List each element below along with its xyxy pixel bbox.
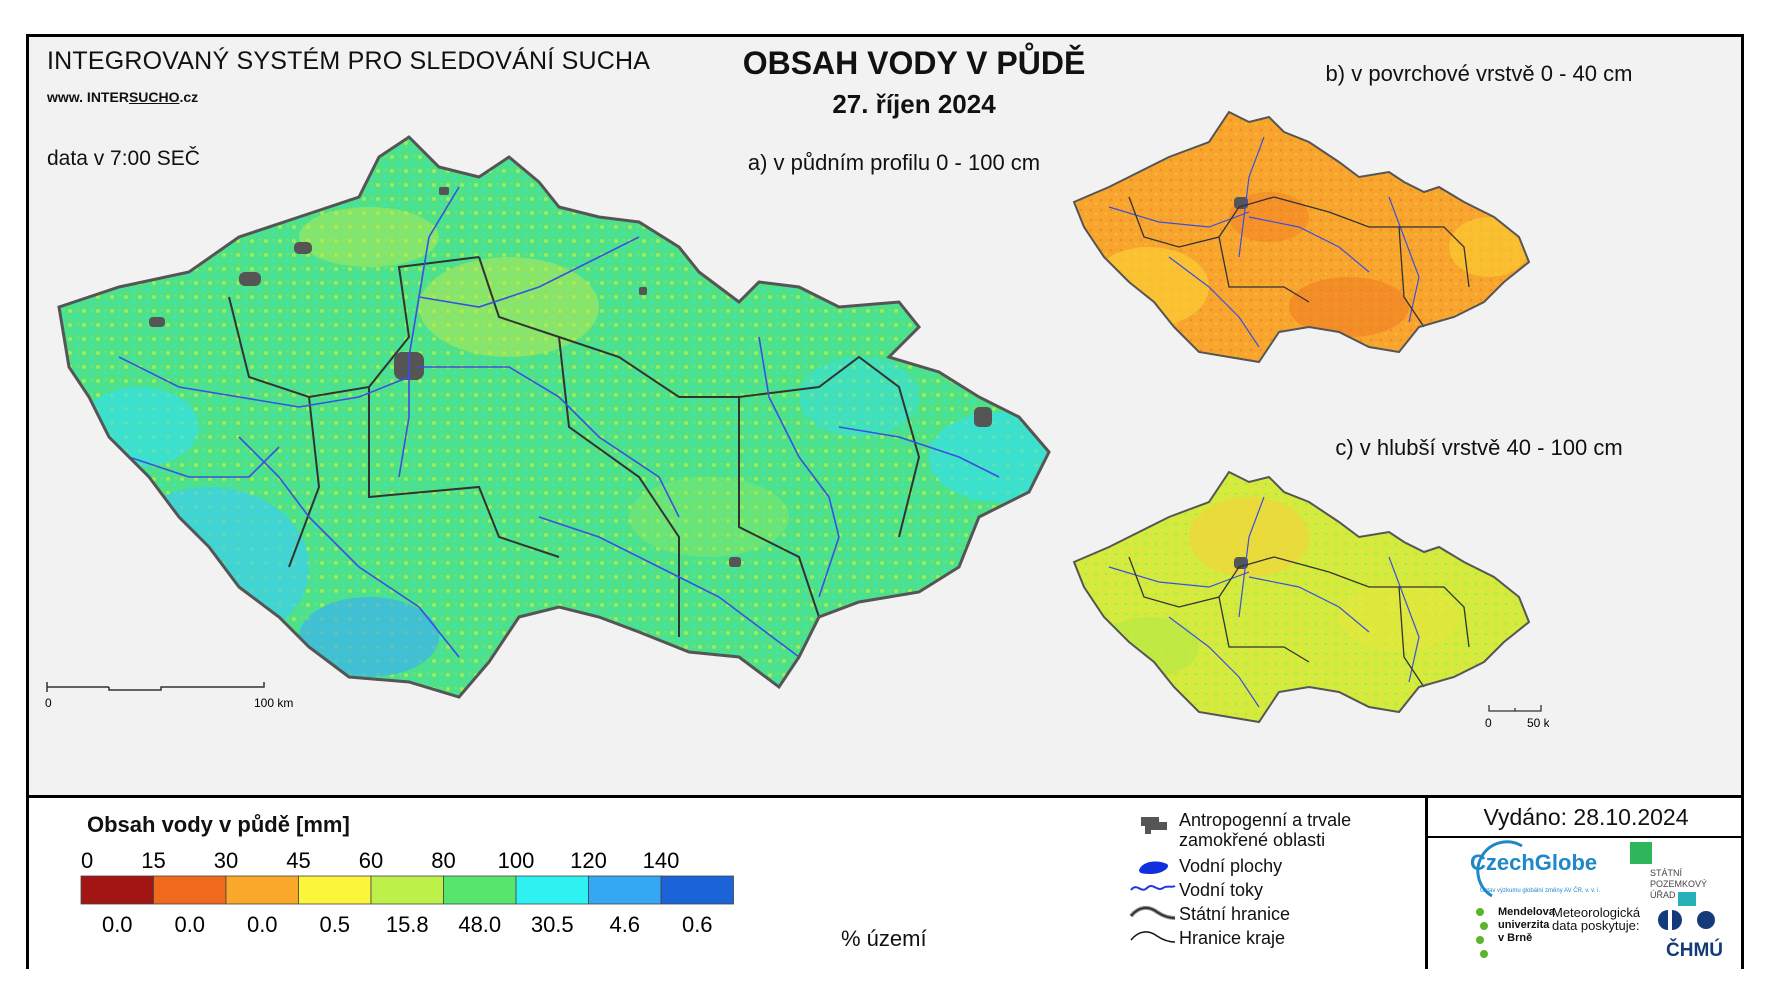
state-border-icon (1129, 905, 1176, 920)
czechglobe-subtitle: Ústav výzkumu globální změny AV ČR, v. v… (1480, 888, 1601, 894)
website-link[interactable]: www. INTERSUCHO.cz (47, 89, 198, 105)
map-b (1073, 111, 1530, 363)
website-underlined: SUCHO (128, 89, 180, 105)
meteo-note: Meteorologická data poskytuje: (1552, 905, 1641, 933)
scale-threshold: 100 (498, 848, 535, 873)
scale-class-5 (443, 875, 517, 905)
divider (29, 795, 1741, 798)
scale-class-1 (153, 875, 227, 905)
scale-class-2 (225, 875, 299, 905)
data-time: data v 7:00 SEČ (47, 147, 200, 170)
legend-state-border: Státní hranice (1179, 904, 1291, 924)
scale-a-end: 100 km (254, 696, 293, 710)
legend-title: Obsah vody v půdě [mm] (87, 812, 350, 837)
legend-rivers: Vodní toky (1179, 880, 1264, 900)
issued-date: Vydáno: 28.10.2024 (1428, 798, 1744, 838)
scale-class-4 (370, 875, 444, 905)
percent-unit: % území (841, 926, 927, 951)
scale-percentage: 0.0 (247, 912, 278, 937)
legend-water-bodies: Vodní plochy (1179, 856, 1283, 876)
scale-small-start: 0 (1485, 716, 1492, 730)
scale-threshold: 120 (570, 848, 607, 873)
scale-threshold: 45 (286, 848, 310, 873)
region-border-icon (1130, 931, 1176, 943)
website-suffix: .cz (179, 89, 199, 105)
scale-threshold: 140 (643, 848, 680, 873)
legend-anthropogenic: Antropogenní a trvale zamokřené oblasti (1179, 810, 1352, 850)
scale-small-end: 50 km (1527, 716, 1549, 730)
main-title: OBSAH VODY V PŮDĚ (742, 45, 1086, 81)
main-date: 27. říjen 2024 (832, 89, 996, 119)
chmu-logo: ČHMÚ (1666, 940, 1723, 961)
spu-logo: STÁTNÍ POZEMKOVÝ ÚŘAD (1650, 868, 1708, 900)
website-prefix: www. INTER (47, 89, 129, 105)
scale-percentage: 0.0 (102, 912, 133, 937)
map-b-label: b) v povrchové vrstvě 0 - 40 cm (1325, 61, 1633, 86)
scale-class-6 (515, 875, 589, 905)
legend-region-border: Hranice kraje (1179, 928, 1286, 948)
issued-box: Vydáno: 28.10.2024 CzechGlobe Ústav výzk… (1425, 798, 1744, 969)
scale-percentage: 0.5 (319, 912, 350, 937)
system-title: INTEGROVANÝ SYSTÉM PRO SLEDOVÁNÍ SUCHA (47, 47, 651, 75)
scale-bar-small: 0 50 km (1485, 705, 1549, 730)
legend-area: Obsah vody v půdě [mm] 0 15 30 45 60 80 100 120… (29, 798, 1744, 969)
mendel-logo-icon (1476, 908, 1488, 958)
scale-percentage: 0.0 (174, 912, 205, 937)
color-scale: 0 15 30 45 60 80 100 120 140 0.0 0.0 0.0 0.5 15.8 48.0… (80, 848, 734, 937)
czechglobe-logo-icon (1476, 840, 1523, 898)
map-frame: INTEGROVANÝ SYSTÉM PRO SLEDOVÁNÍ SUCHA w… (26, 34, 1744, 969)
scale-percentage: 48.0 (458, 912, 501, 937)
scale-percentage: 0.6 (682, 912, 713, 937)
anthropogenic-area-icon (1141, 817, 1167, 834)
scale-bar-a: 0 100 km (45, 682, 293, 710)
map-c-label: c) v hlubší vrstvě 40 - 100 cm (1335, 435, 1623, 460)
scale-threshold: 15 (141, 848, 165, 873)
scale-threshold: 30 (214, 848, 238, 873)
scale-threshold: 60 (359, 848, 383, 873)
scale-percentage: 4.6 (609, 912, 640, 937)
scale-threshold: 0 (81, 848, 93, 873)
spu-logo-icon (1630, 842, 1696, 906)
water-body-icon (1139, 861, 1169, 874)
map-a: 0 100 km (45, 135, 1051, 710)
scale-class-3 (298, 875, 372, 905)
scale-percentage: 15.8 (386, 912, 429, 937)
scale-percentage: 30.5 (531, 912, 574, 937)
scale-a-start: 0 (45, 696, 52, 710)
scale-class-0 (80, 875, 154, 905)
chmu-logo-icon (1658, 910, 1715, 930)
scale-threshold: 80 (431, 848, 455, 873)
map-c: 0 50 km (1073, 471, 1549, 730)
scale-class-7 (588, 875, 662, 905)
map-a-label: a) v půdním profilu 0 - 100 cm (747, 150, 1041, 175)
scale-class-8 (660, 875, 734, 905)
river-icon (1130, 885, 1176, 891)
mendel-logo: Mendelova univerzita v Brně (1498, 906, 1555, 944)
czechglobe-logo: CzechGlobe (1470, 850, 1598, 875)
